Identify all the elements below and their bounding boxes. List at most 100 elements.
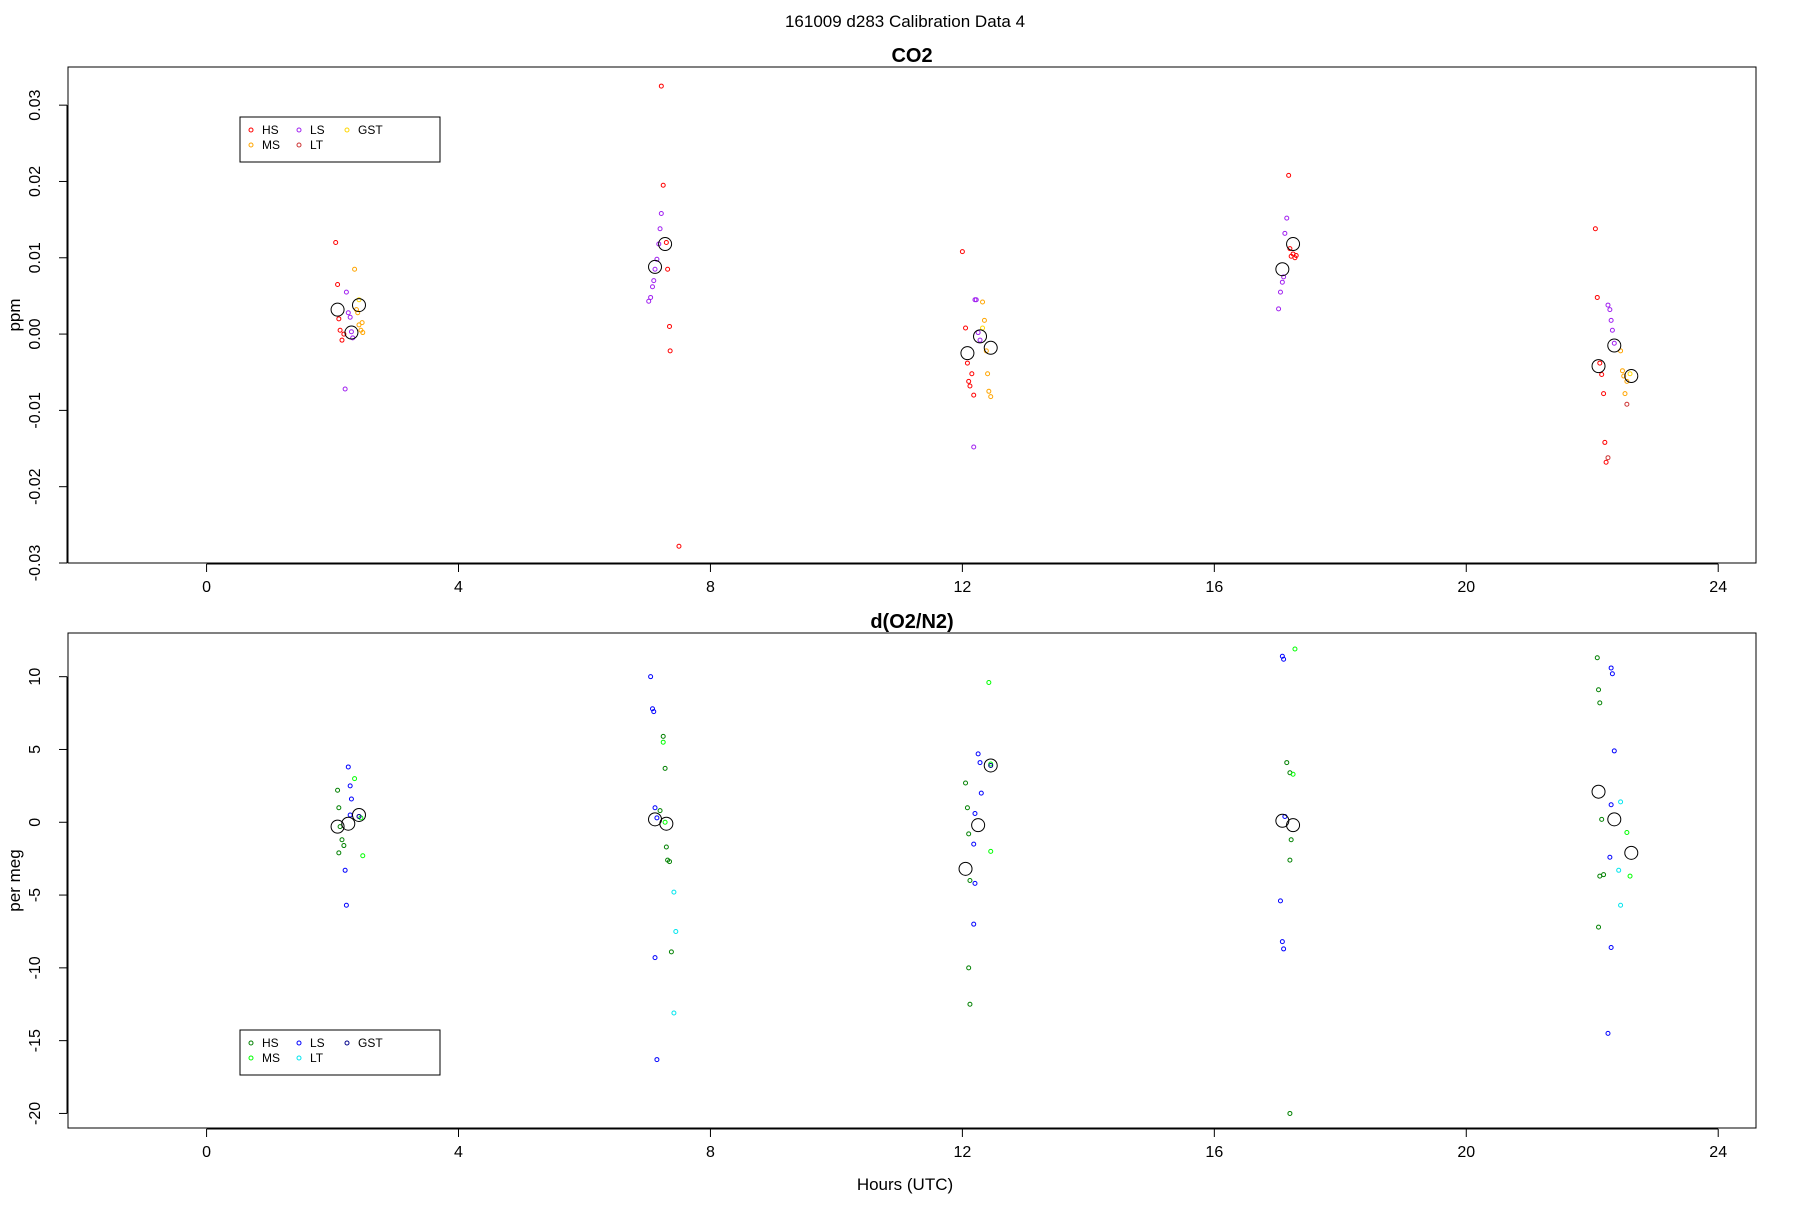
co2-x-tick-label: 24: [1709, 579, 1727, 596]
o2n2-legend-marker-hs: [248, 1040, 254, 1046]
o2n2-point-hs: [1596, 924, 1602, 930]
co2-point-hs: [676, 543, 682, 549]
co2-series-gst: [356, 297, 1633, 377]
co2-point-lt: [1624, 401, 1630, 407]
o2n2-point-hs: [662, 765, 668, 771]
o2n2-point-mean: [1286, 818, 1301, 833]
co2-point-mean: [344, 325, 359, 340]
co2-point-mean: [1275, 262, 1290, 277]
o2n2-point-mean: [971, 818, 986, 833]
co2-point-mean: [973, 329, 988, 344]
co2-plot-frame: [67, 66, 1757, 564]
o2n2-point-hs: [1287, 857, 1293, 863]
o2n2-point-ls: [1279, 939, 1285, 945]
o2n2-point-ms: [1627, 873, 1633, 879]
o2n2-point-ms: [1292, 646, 1298, 652]
o2n2-point-hs: [1596, 687, 1602, 693]
o2n2-point-ls: [343, 902, 349, 908]
co2-point-hs: [663, 240, 669, 246]
co2-point-ls: [1279, 279, 1285, 285]
o2n2-legend-label-ls: LS: [310, 1036, 325, 1050]
co2-point-hs: [966, 378, 972, 384]
co2-legend-label-gst: GST: [358, 123, 383, 137]
co2-point-hs: [660, 182, 666, 188]
o2n2-point-ls: [1279, 653, 1285, 659]
o2n2-point-hs: [964, 805, 970, 811]
o2n2-point-ls: [347, 783, 353, 789]
co2-point-hs: [971, 392, 977, 398]
o2n2-legend-label-ms: MS: [262, 1051, 280, 1065]
o2n2-point-gst: [356, 813, 362, 819]
o2n2-point-hs: [1594, 655, 1600, 661]
o2n2-point-hs: [668, 949, 674, 955]
co2-series-lt: [1605, 401, 1630, 461]
o2n2-series-gst: [356, 762, 994, 819]
co2-legend-label-lt: LT: [310, 138, 324, 152]
co2-point-ms: [360, 330, 366, 336]
o2n2-point-hs: [335, 787, 341, 793]
co2-point-ms: [985, 371, 991, 377]
co2-point-mean: [1286, 237, 1301, 252]
o2n2-point-hs: [967, 878, 973, 883]
o2n2-point-ls: [1281, 946, 1287, 952]
o2n2-point-ls: [1607, 854, 1613, 860]
co2-title: CO2: [891, 45, 932, 67]
co2-point-hs: [333, 240, 339, 246]
o2n2-point-ls: [972, 811, 978, 817]
co2-panel: CO2 0 4 8 12 16 20 24 -0.03 -0.02 -0.01 0.00 0.01 0.0…: [5, 45, 1757, 596]
o2n2-y-tick-label: -10: [27, 956, 44, 979]
co2-point-ls: [347, 314, 353, 320]
co2-point-hs: [1603, 459, 1609, 465]
co2-point-lt: [1605, 455, 1611, 461]
co2-point-ms: [980, 299, 986, 305]
co2-point-ls: [1277, 289, 1283, 295]
o2n2-point-mean: [659, 816, 674, 831]
o2n2-point-hs: [336, 850, 342, 856]
o2n2-point-hs: [336, 805, 342, 811]
o2n2-point-hs: [663, 844, 669, 850]
o2n2-point-ls: [1611, 748, 1617, 754]
o2n2-legend-marker-lt: [296, 1055, 302, 1061]
o2n2-y-tick-label: 0: [27, 818, 44, 827]
co2-legend-box: [239, 116, 441, 163]
co2-point-ms: [1621, 373, 1627, 379]
o2n2-point-ls: [648, 674, 654, 680]
o2n2-point-hs: [657, 808, 663, 814]
o2n2-point-hs: [1287, 1110, 1293, 1116]
co2-point-hs: [339, 337, 345, 343]
co2-point-ms: [356, 322, 362, 328]
co2-legend-label-ls: LS: [310, 123, 325, 137]
o2n2-x-tick-label: 24: [1709, 1144, 1727, 1161]
o2n2-point-mean: [351, 807, 366, 822]
co2-point-hs: [969, 371, 975, 377]
o2n2-series-lt: [671, 799, 1624, 1016]
co2-x-tick-label: 0: [202, 579, 211, 596]
o2n2-point-mean: [330, 819, 345, 834]
o2n2-x-tick-label: 4: [454, 1144, 463, 1161]
co2-point-hs: [665, 266, 671, 272]
o2n2-point-hs: [341, 843, 347, 849]
co2-legend-label-hs: HS: [262, 123, 279, 137]
o2n2-point-ls: [652, 805, 658, 811]
o2n2-point-ls: [1608, 665, 1614, 671]
o2n2-point-mean: [1624, 845, 1639, 860]
o2n2-point-ls: [1277, 898, 1283, 904]
co2-point-hs: [1597, 360, 1603, 366]
o2n2-legend-label-lt: LT: [310, 1051, 324, 1065]
co2-point-hs: [964, 360, 970, 366]
co2-point-hs: [959, 249, 965, 255]
o2n2-point-lt: [673, 928, 679, 934]
o2n2-point-hs: [1284, 760, 1290, 766]
co2-legend-marker-ls: [296, 127, 302, 133]
co2-legend-marker-hs: [248, 127, 254, 133]
o2n2-x-axis-label: Hours (UTC): [857, 1175, 953, 1194]
co2-y-tick-label: -0.03: [27, 545, 44, 582]
co2-point-ls: [646, 298, 652, 304]
co2-point-hs: [667, 348, 673, 354]
co2-point-hs: [963, 325, 969, 331]
co2-series-ms: [352, 266, 1630, 400]
o2n2-point-hs: [1288, 837, 1294, 843]
co2-point-mean: [658, 237, 673, 252]
co2-point-ls: [345, 310, 351, 316]
